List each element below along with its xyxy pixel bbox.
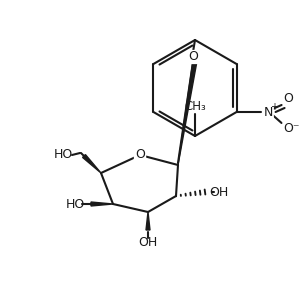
Text: HO: HO [65, 198, 85, 210]
Text: N: N [264, 106, 273, 118]
Text: O⁻: O⁻ [283, 122, 300, 134]
Text: O: O [188, 51, 198, 63]
Polygon shape [146, 212, 150, 230]
Polygon shape [178, 61, 197, 165]
Text: HO: HO [53, 148, 72, 162]
Polygon shape [91, 202, 113, 206]
Text: OH: OH [209, 185, 229, 198]
Text: O: O [284, 93, 294, 106]
Text: CH₃: CH₃ [184, 100, 206, 113]
Text: +: + [270, 102, 278, 112]
Polygon shape [82, 155, 101, 173]
Text: O: O [135, 148, 145, 162]
Text: OH: OH [138, 237, 158, 249]
